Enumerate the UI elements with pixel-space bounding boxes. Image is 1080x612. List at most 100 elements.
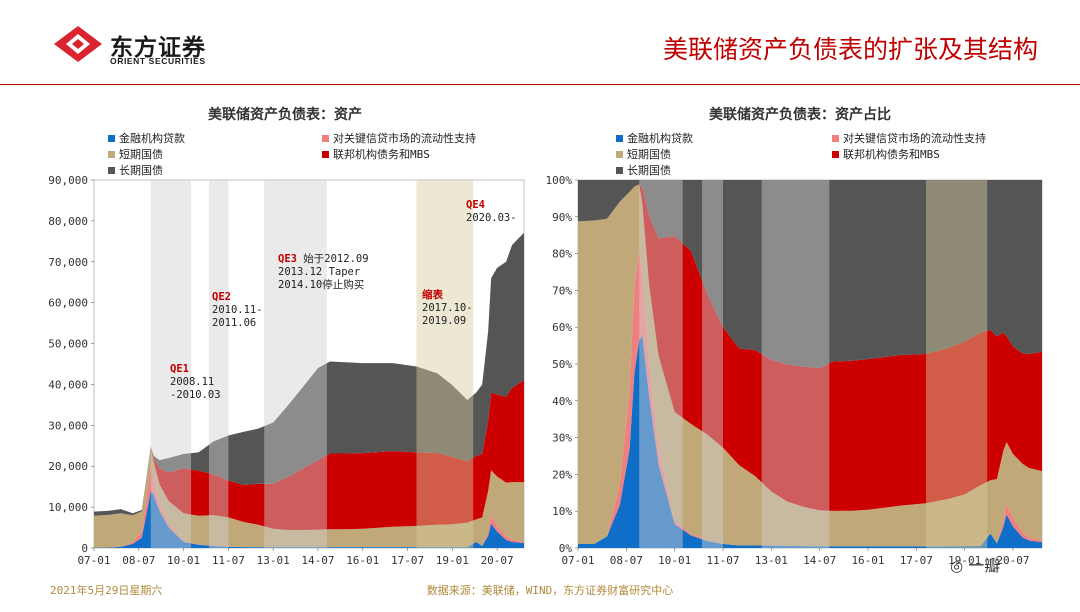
legend-label: 联邦机构债务和MBS <box>843 148 940 161</box>
legend-item-notes: 长期国债 <box>108 162 163 178</box>
annotation-line: 2014.10停止购买 <box>278 278 364 291</box>
x-tick-label: 08-07 <box>610 554 643 567</box>
x-tick-label: 19-01 <box>948 554 981 567</box>
y-tick-label: 50% <box>552 358 572 371</box>
legend-label: 金融机构贷款 <box>119 132 185 145</box>
y-tick-label: 30,000 <box>48 419 88 432</box>
legend-item-mbs: 联邦机构债务和MBS <box>322 146 430 162</box>
x-tick-label: 13-01 <box>755 554 788 567</box>
annotation-line: 2011.06 <box>212 317 256 329</box>
x-tick-label: 08-07 <box>122 554 155 567</box>
x-tick-label: 14-07 <box>803 554 836 567</box>
x-tick-label: 07-01 <box>77 554 110 567</box>
legend-item-loans: 金融机构贷款 <box>108 130 185 146</box>
y-tick-label: 40,000 <box>48 378 88 391</box>
area-loans <box>578 335 1042 548</box>
y-tick-label: 0 <box>81 542 88 555</box>
legend-swatch <box>616 134 623 142</box>
legend-label: 对关键信贷市场的流动性支持 <box>333 132 476 145</box>
area-liquidity <box>94 466 524 548</box>
area-loans <box>94 490 524 548</box>
legend-swatch <box>108 134 115 142</box>
area-notes <box>578 180 1042 369</box>
legend-swatch <box>616 150 623 158</box>
x-tick-label: 16-01 <box>851 554 884 567</box>
left-chart-title: 美联储资产负债表：资产 <box>208 107 362 123</box>
x-tick-label: 10-01 <box>167 554 200 567</box>
annotation-line: 2008.11 <box>170 376 214 388</box>
y-tick-label: 20% <box>552 468 572 481</box>
area-mbs <box>94 379 524 531</box>
x-tick-label: 17-07 <box>900 554 933 567</box>
footer-source: 数据来源：美联储，WIND，东方证券财富研究中心 <box>426 584 674 597</box>
y-tick-label: 70% <box>552 284 572 297</box>
legend-swatch <box>322 134 329 142</box>
x-tick-label: 16-01 <box>346 554 379 567</box>
y-tick-label: 10,000 <box>48 501 88 514</box>
y-tick-label: 30% <box>552 432 572 445</box>
legend-swatch <box>616 166 623 174</box>
y-tick-label: 60% <box>552 321 572 334</box>
x-tick-label: 20-07 <box>481 554 514 567</box>
x-tick-label: 17-07 <box>391 554 424 567</box>
y-tick-label: 10% <box>552 505 572 518</box>
logo: 东方证券 ORIENT SECURITIES <box>52 24 262 70</box>
area-mbs <box>578 184 1042 511</box>
y-tick-label: 100% <box>546 174 573 187</box>
legend-label: 短期国债 <box>627 148 671 161</box>
area-tbills <box>578 184 1042 547</box>
x-tick-label: 07-01 <box>561 554 594 567</box>
legend-swatch <box>832 134 839 142</box>
qe-band <box>208 180 229 548</box>
legend-item-tbills: 短期国债 <box>108 146 163 162</box>
legend-swatch <box>322 150 329 158</box>
right-chart: 0% 10% 20% 30% 40% 50% 60% 70% 80% 90% 100% 07-01 08… <box>540 100 1060 578</box>
x-tick-label: 20-07 <box>996 554 1029 567</box>
y-tick-label: 40% <box>552 395 572 408</box>
legend-item-loans: 金融机构贷款 <box>616 130 693 146</box>
annotation-tag: QE2 <box>212 291 231 303</box>
area-notes <box>94 232 524 516</box>
legend-label: 金融机构贷款 <box>627 132 693 145</box>
legend-item-notes: 长期国债 <box>616 162 671 178</box>
left-chart-svg: 0 10,000 20,000 30,000 40,000 50,000 60,000 70,… <box>48 174 525 567</box>
x-tick-label: 11-07 <box>706 554 739 567</box>
qe-band <box>150 180 192 548</box>
watermark-text: 一瓣 <box>968 556 1001 575</box>
x-tick-label: 14-07 <box>301 554 334 567</box>
x-tick-label: 13-01 <box>257 554 290 567</box>
y-tick-label: 0% <box>559 542 573 555</box>
annotation-line: 2013.12 Taper <box>278 266 360 278</box>
legend-swatch <box>108 166 115 174</box>
y-tick-label: 90% <box>552 211 572 224</box>
qe-band <box>416 180 474 548</box>
page-title: 美联储资产负债表的扩张及其结构 <box>662 35 1038 64</box>
title-rule <box>0 84 1080 85</box>
footer-date: 2021年5月29日星期六 <box>50 584 163 597</box>
annotation-line: 2019.09 <box>422 315 466 327</box>
qe-band <box>639 180 683 548</box>
legend-item-liquidity: 对关键信贷市场的流动性支持 <box>322 130 476 146</box>
x-tick-label: 10-01 <box>658 554 691 567</box>
legend-label: 长期国债 <box>627 164 671 177</box>
annotation-tag: 缩表 <box>422 288 443 301</box>
annotation-line: 2010.11- <box>212 304 263 316</box>
legend-label: 长期国债 <box>119 164 163 177</box>
qe-band <box>702 180 723 548</box>
qe-band <box>926 180 988 548</box>
legend-label: 短期国债 <box>119 148 163 161</box>
x-tick-label: 11-07 <box>212 554 245 567</box>
legend-swatch <box>108 150 115 158</box>
legend-item-liquidity: 对关键信贷市场的流动性支持 <box>832 130 986 146</box>
logo-en: ORIENT SECURITIES <box>110 56 206 66</box>
qe-band <box>761 180 830 548</box>
legend-label: 对关键信贷市场的流动性支持 <box>843 132 986 145</box>
area-tbills <box>94 447 524 548</box>
annotation-line: 2017.10- <box>422 302 473 314</box>
right-chart-svg: 0% 10% 20% 30% 40% 50% 60% 70% 80% 90% 100% 07-01 08… <box>546 174 1043 567</box>
